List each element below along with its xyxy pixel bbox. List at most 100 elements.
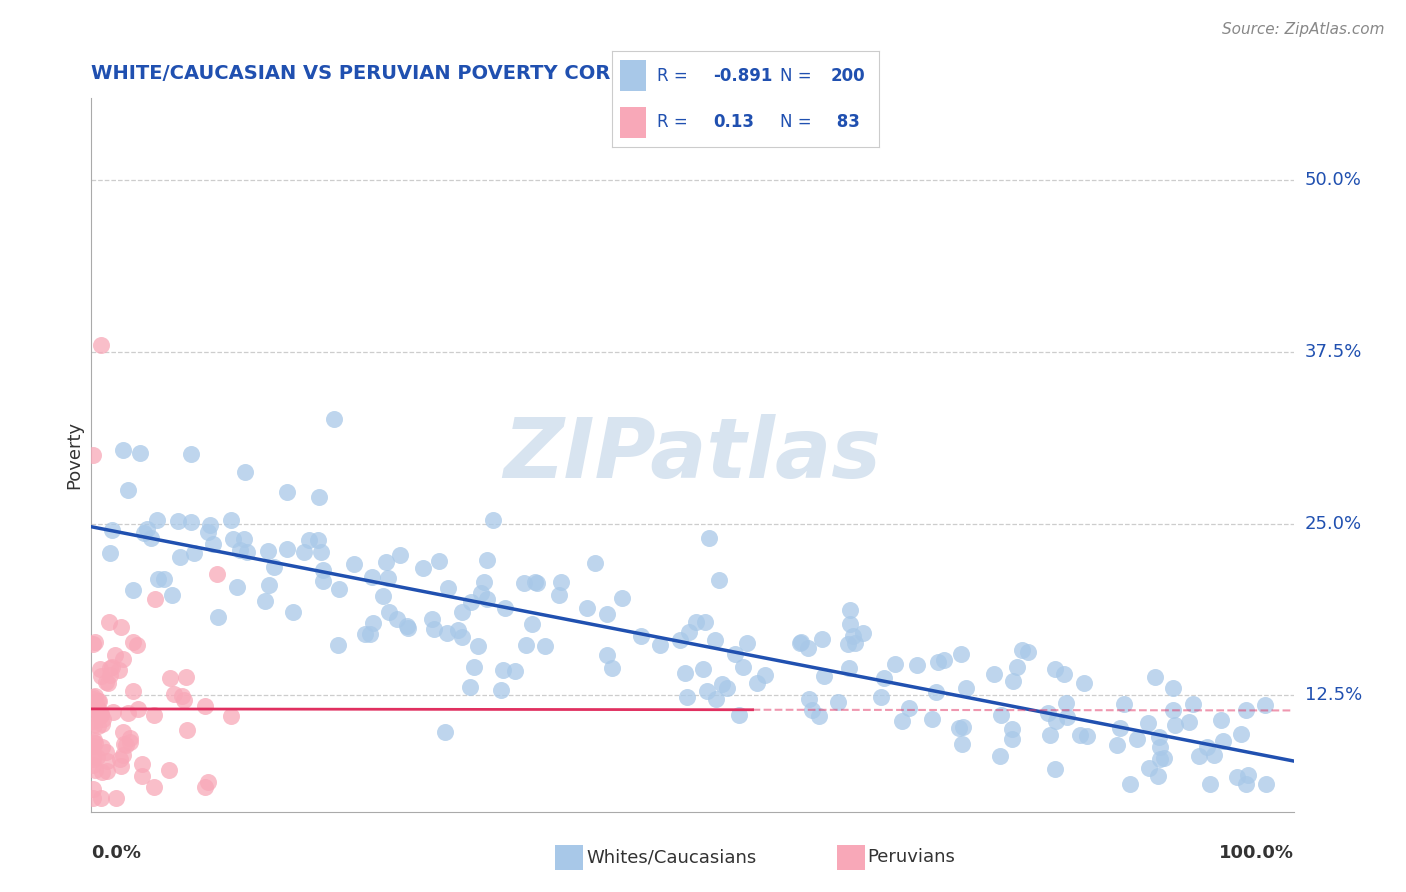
Point bbox=[104, 648, 127, 662]
Text: Whites/Caucasians: Whites/Caucasians bbox=[586, 848, 756, 866]
Point bbox=[1147, 730, 1170, 744]
Point bbox=[810, 632, 832, 646]
Point bbox=[90, 668, 112, 682]
Text: 200: 200 bbox=[831, 67, 865, 85]
Point bbox=[298, 533, 321, 547]
Text: ZIPatlas: ZIPatlas bbox=[503, 415, 882, 495]
Point bbox=[101, 660, 124, 674]
Point bbox=[470, 585, 492, 599]
Point bbox=[82, 448, 104, 462]
Point bbox=[307, 533, 329, 548]
Point bbox=[1119, 777, 1142, 791]
Point bbox=[678, 624, 700, 639]
Point bbox=[86, 749, 108, 764]
Point bbox=[174, 670, 197, 684]
Point bbox=[163, 687, 186, 701]
Point bbox=[146, 572, 169, 586]
Point bbox=[673, 665, 696, 680]
Point bbox=[1045, 762, 1067, 776]
Text: 100.0%: 100.0% bbox=[1219, 844, 1294, 862]
Point bbox=[1073, 676, 1095, 690]
Point bbox=[197, 775, 219, 789]
Text: Source: ZipAtlas.com: Source: ZipAtlas.com bbox=[1222, 22, 1385, 37]
Point bbox=[112, 652, 135, 666]
Point bbox=[727, 708, 749, 723]
Point bbox=[423, 622, 446, 636]
Point bbox=[115, 738, 138, 752]
Point bbox=[328, 582, 350, 597]
Point bbox=[377, 606, 399, 620]
Point bbox=[436, 581, 458, 595]
Point bbox=[797, 692, 820, 706]
Point bbox=[808, 708, 831, 723]
Point bbox=[948, 721, 970, 735]
Point bbox=[1163, 718, 1185, 732]
Point bbox=[450, 606, 472, 620]
Point bbox=[1230, 727, 1253, 741]
Point bbox=[87, 718, 110, 732]
Point bbox=[1146, 769, 1168, 783]
Point bbox=[610, 591, 633, 606]
Point bbox=[1011, 643, 1033, 657]
Point bbox=[467, 639, 489, 653]
Point bbox=[84, 736, 107, 750]
Point bbox=[112, 725, 135, 739]
Point bbox=[447, 623, 470, 637]
Point bbox=[524, 575, 547, 590]
Point bbox=[96, 755, 118, 769]
Point bbox=[420, 613, 443, 627]
Point bbox=[259, 578, 281, 592]
Point bbox=[489, 683, 512, 698]
Point bbox=[1161, 681, 1184, 695]
Point bbox=[1212, 733, 1234, 747]
Point bbox=[838, 661, 860, 675]
Point bbox=[427, 554, 450, 568]
Point bbox=[108, 752, 131, 766]
Point bbox=[873, 671, 896, 685]
Point bbox=[870, 690, 893, 704]
Point bbox=[194, 698, 217, 713]
Point bbox=[927, 655, 949, 669]
Point bbox=[359, 627, 381, 641]
Point bbox=[84, 764, 107, 778]
Point bbox=[129, 445, 152, 459]
Point bbox=[90, 717, 112, 731]
Text: R =: R = bbox=[657, 113, 699, 131]
Point bbox=[87, 694, 110, 708]
Point bbox=[685, 615, 707, 629]
Point bbox=[122, 583, 145, 598]
Point bbox=[110, 620, 132, 634]
Text: N =: N = bbox=[780, 67, 817, 85]
Point bbox=[1053, 667, 1076, 681]
Point bbox=[276, 484, 298, 499]
Point bbox=[838, 616, 860, 631]
Point bbox=[169, 549, 191, 564]
Point bbox=[716, 681, 738, 695]
Point bbox=[160, 588, 183, 602]
Point bbox=[1002, 673, 1025, 688]
Point bbox=[183, 546, 205, 560]
Point bbox=[110, 758, 132, 772]
Text: R =: R = bbox=[657, 67, 693, 85]
Point bbox=[813, 669, 835, 683]
Point bbox=[1149, 752, 1171, 766]
Point bbox=[90, 338, 112, 352]
Point bbox=[1001, 722, 1024, 736]
Point bbox=[82, 752, 104, 766]
Text: WHITE/CAUCASIAN VS PERUVIAN POVERTY CORRELATION CHART: WHITE/CAUCASIAN VS PERUVIAN POVERTY CORR… bbox=[91, 63, 799, 83]
Point bbox=[595, 648, 617, 662]
Point bbox=[890, 714, 912, 729]
Point bbox=[197, 524, 219, 539]
Point bbox=[1204, 747, 1226, 762]
Point bbox=[167, 514, 190, 528]
Point bbox=[236, 545, 259, 559]
Point bbox=[374, 555, 396, 569]
Point bbox=[1076, 730, 1098, 744]
Point bbox=[373, 589, 395, 603]
Point bbox=[1043, 662, 1066, 676]
Point bbox=[226, 580, 249, 594]
Point bbox=[797, 641, 820, 656]
Point bbox=[91, 739, 114, 754]
Point bbox=[548, 588, 571, 602]
Point bbox=[194, 780, 217, 794]
